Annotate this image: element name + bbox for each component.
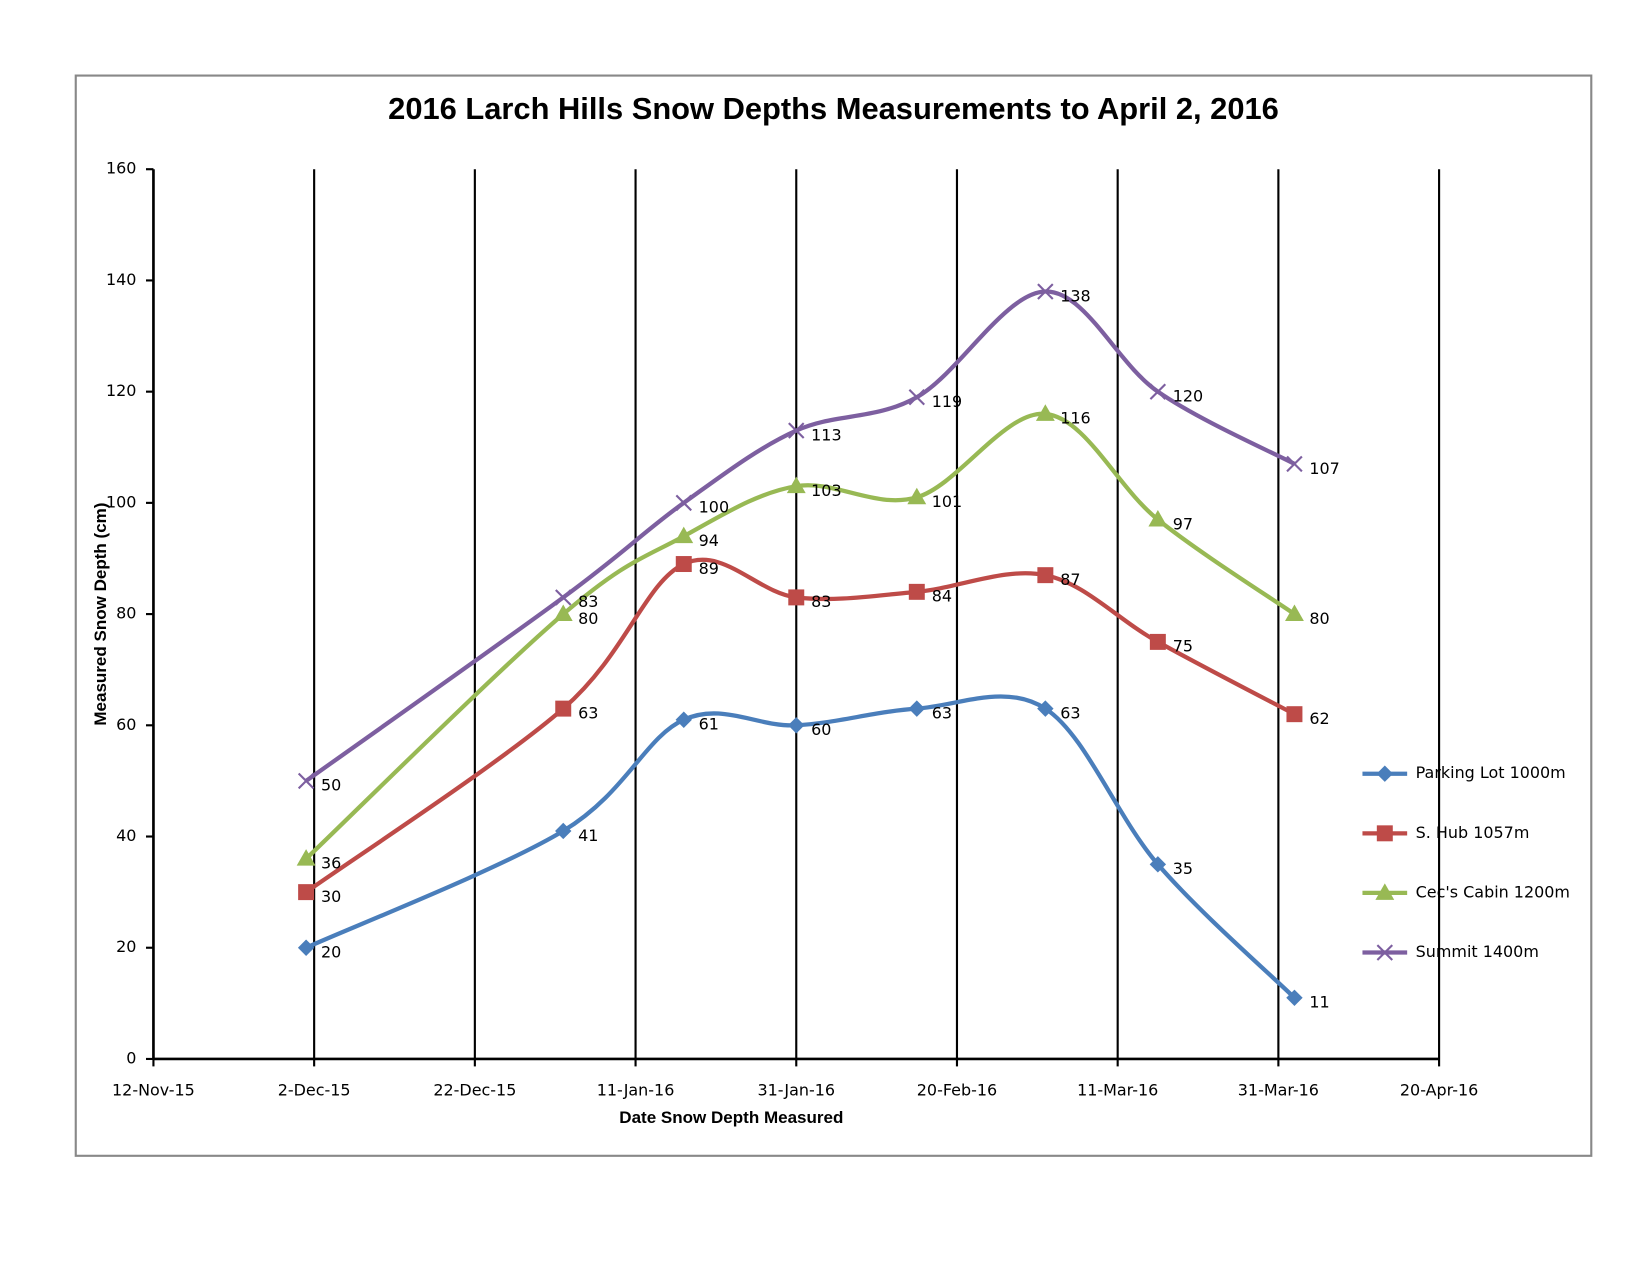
data-label: 80 xyxy=(578,609,598,628)
marker xyxy=(1285,604,1304,622)
marker xyxy=(675,494,692,512)
marker xyxy=(675,556,692,573)
marker xyxy=(1286,989,1303,1006)
data-label: 84 xyxy=(932,587,952,606)
chart-title: 2016 Larch Hills Snow Depths Measurement… xyxy=(388,91,1279,126)
x-tick-label: 12-Nov-15 xyxy=(112,1080,195,1099)
marker xyxy=(908,700,925,717)
y-tick-label: 100 xyxy=(106,492,136,511)
data-label: 83 xyxy=(578,592,598,611)
legend-label: S. Hub 1057m xyxy=(1416,823,1530,842)
data-label: 120 xyxy=(1173,386,1203,405)
marker xyxy=(1037,283,1054,300)
legend-marker xyxy=(1376,944,1394,961)
y-tick-label: 140 xyxy=(106,270,136,289)
legend-marker xyxy=(1376,765,1394,782)
data-label: 113 xyxy=(811,425,841,444)
marker xyxy=(553,604,573,622)
data-label: 50 xyxy=(321,776,341,795)
data-label: 30 xyxy=(321,887,341,906)
x-tick-label: 11-Jan-16 xyxy=(597,1080,675,1099)
x-tick-label: 11-Mar-16 xyxy=(1077,1080,1158,1099)
data-label: 63 xyxy=(578,703,598,722)
marker xyxy=(908,583,925,600)
chart-frame xyxy=(74,74,1593,1157)
marker xyxy=(1149,633,1166,650)
marker xyxy=(555,822,572,840)
marker xyxy=(908,389,925,406)
data-label: 103 xyxy=(811,481,841,500)
marker xyxy=(1037,700,1054,717)
data-label: 100 xyxy=(699,498,729,517)
marker xyxy=(296,849,316,866)
data-label: 94 xyxy=(699,531,719,550)
data-label: 20 xyxy=(321,943,341,962)
x-tick-label: 31-Mar-16 xyxy=(1238,1080,1319,1099)
y-tick-label: 80 xyxy=(116,604,136,623)
series-line xyxy=(304,557,1296,894)
series-line xyxy=(304,411,1296,861)
marker xyxy=(788,589,805,606)
marker xyxy=(907,487,927,505)
marker xyxy=(674,526,694,544)
legend-label: Parking Lot 1000m xyxy=(1416,763,1566,782)
data-label: 80 xyxy=(1309,609,1329,628)
data-label: 62 xyxy=(1309,709,1329,728)
data-label: 107 xyxy=(1309,459,1339,478)
x-axis-label: Date Snow Depth Measured xyxy=(619,1108,843,1127)
marker xyxy=(1037,567,1054,584)
y-tick-label: 60 xyxy=(116,715,136,734)
data-label: 87 xyxy=(1060,570,1080,589)
marker xyxy=(1149,383,1167,400)
x-tick-label: 2-Dec-15 xyxy=(278,1080,351,1099)
data-label: 97 xyxy=(1173,514,1193,533)
legend-marker xyxy=(1375,883,1395,900)
data-label: 119 xyxy=(932,392,962,411)
marker xyxy=(297,772,315,790)
marker xyxy=(675,711,692,728)
marker xyxy=(297,939,315,956)
data-label: 89 xyxy=(699,559,719,578)
marker xyxy=(788,717,805,734)
marker xyxy=(1286,706,1303,723)
marker xyxy=(555,700,572,717)
x-tick-label: 20-Feb-16 xyxy=(917,1080,997,1099)
data-label: 11 xyxy=(1309,993,1329,1012)
legend-label: Cec's Cabin 1200m xyxy=(1416,882,1570,901)
data-label: 75 xyxy=(1173,637,1193,656)
y-tick-label: 160 xyxy=(106,159,136,178)
y-tick-label: 0 xyxy=(126,1048,136,1067)
marker xyxy=(786,476,806,494)
y-axis-label: Measured Snow Depth (cm) xyxy=(91,503,110,726)
y-tick-label: 120 xyxy=(106,381,136,400)
y-tick-label: 40 xyxy=(116,826,136,845)
data-label: 60 xyxy=(811,720,831,739)
legend-label: Summit 1400m xyxy=(1416,942,1539,961)
data-label: 61 xyxy=(699,715,719,734)
data-label: 35 xyxy=(1173,859,1193,878)
data-label: 116 xyxy=(1060,409,1090,428)
marker xyxy=(298,884,315,901)
marker xyxy=(555,589,572,606)
x-tick-label: 20-Apr-16 xyxy=(1400,1080,1478,1099)
data-label: 41 xyxy=(578,826,598,845)
marker xyxy=(1149,856,1167,873)
marker xyxy=(1148,509,1168,527)
marker xyxy=(788,422,805,439)
y-tick-label: 20 xyxy=(116,937,136,956)
marker xyxy=(1286,455,1303,473)
series-line xyxy=(304,289,1296,783)
legend-marker xyxy=(1376,825,1393,842)
x-tick-label: 31-Jan-16 xyxy=(757,1080,835,1099)
marker xyxy=(1035,404,1055,421)
data-label: 101 xyxy=(932,492,962,511)
data-label: 63 xyxy=(1060,703,1080,722)
data-label: 36 xyxy=(321,854,341,873)
data-label: 138 xyxy=(1060,286,1090,305)
x-tick-label: 22-Dec-15 xyxy=(433,1080,516,1099)
data-label: 63 xyxy=(932,703,952,722)
data-label: 83 xyxy=(811,592,831,611)
